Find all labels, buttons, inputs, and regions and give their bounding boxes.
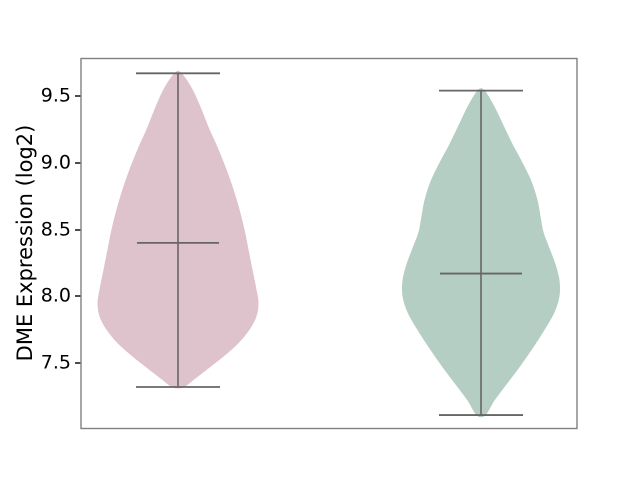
y-axis-ticks bbox=[75, 95, 81, 364]
violin-series-group bbox=[97, 70, 561, 418]
y-axis-title: DME Expression (log2) bbox=[13, 125, 37, 362]
y-tick-label-8-5: 8.5 bbox=[41, 219, 71, 241]
plot-frame bbox=[80, 57, 578, 430]
y-tick-label-8-0: 8.0 bbox=[41, 285, 71, 307]
y-tick-label-9-5: 9.5 bbox=[41, 85, 71, 107]
y-tick-label-9-0: 9.0 bbox=[41, 152, 71, 174]
y-tick-label-7-5: 7.5 bbox=[41, 352, 71, 374]
